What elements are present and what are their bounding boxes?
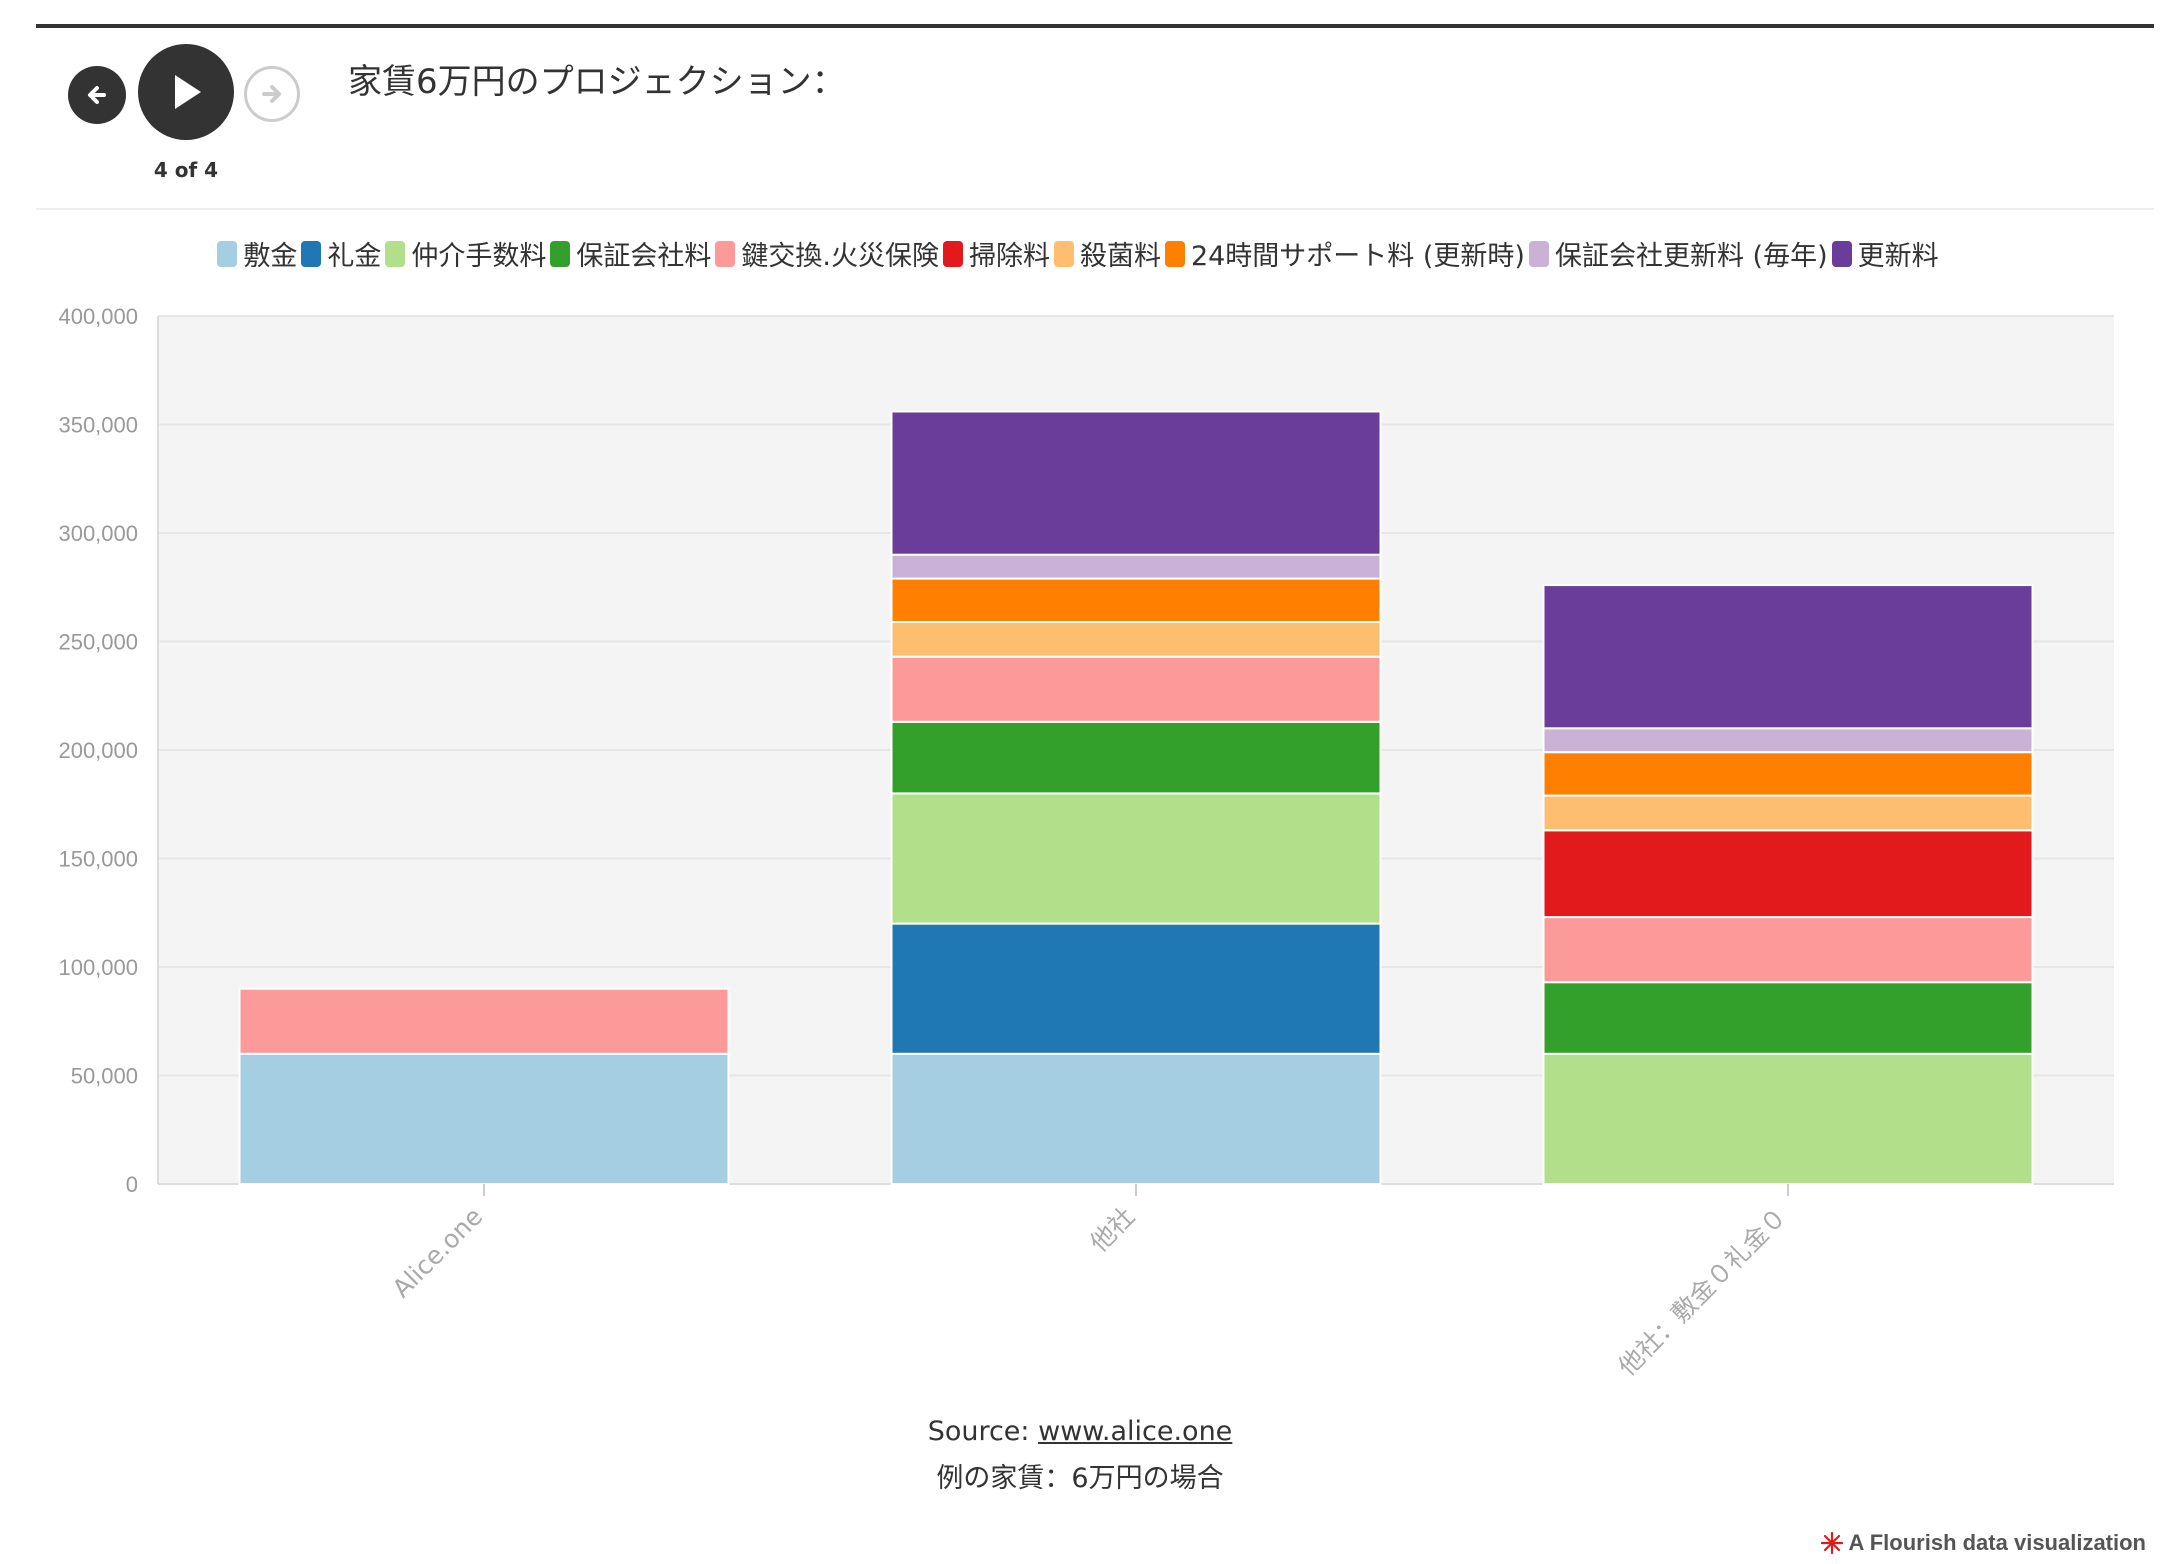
header-divider: [36, 208, 2154, 210]
legend-swatch: [301, 240, 322, 267]
legend-label: 敷金: [243, 241, 298, 272]
legend-swatch: [715, 240, 736, 267]
bar-segment: [1542, 916, 2034, 984]
legend-item[interactable]: 更新料: [1831, 234, 1939, 273]
bar-segment: [890, 1052, 1382, 1186]
x-tick-label: Alice.one: [387, 1202, 489, 1304]
legend-swatch: [217, 240, 238, 267]
bar-segment: [890, 553, 1382, 580]
y-tick-label: 250,000: [58, 630, 138, 655]
page-title: 家賃6万円のプロジェクション：: [348, 62, 846, 102]
legend-swatch: [1528, 240, 1549, 267]
bar-segment: [238, 987, 730, 1055]
source-link[interactable]: www.alice.one: [1038, 1416, 1233, 1447]
y-tick-label: 50,000: [71, 1064, 138, 1089]
x-tick-label: 他社：敷金０礼金０: [1613, 1202, 1793, 1382]
legend-label: 24時間サポート料 (更新時): [1190, 241, 1525, 272]
y-tick-label: 400,000: [58, 304, 138, 329]
legend-item[interactable]: 保証会社更新料 (毎年): [1528, 234, 1828, 273]
y-tick-label: 300,000: [58, 521, 138, 546]
legend-item[interactable]: 仲介手数料: [385, 234, 546, 273]
legend-swatch: [1831, 240, 1852, 267]
flourish-logo-icon: [1820, 1532, 1843, 1554]
bar-segment: [890, 410, 1382, 556]
y-tick-label: 100,000: [58, 955, 138, 980]
x-tick-label: 他社: [1084, 1202, 1140, 1258]
y-tick-label: 200,000: [58, 738, 138, 763]
legend-item[interactable]: 礼金: [301, 234, 381, 273]
stacked-bar-chart: 0 50,000 100,000 150,000 200,000 250,000 300,0…: [58, 304, 2114, 1382]
story-header: 4 of 4 家賃6万円のプロジェクション：: [36, 30, 2154, 208]
bar-segment: [1542, 584, 2034, 730]
legend-label: 鍵交換.火災保険: [741, 241, 939, 272]
bar-segment: [1542, 751, 2034, 797]
bar-segment: [890, 922, 1382, 1055]
legend-item[interactable]: 掃除料: [942, 234, 1050, 273]
legend-label: 殺菌料: [1079, 241, 1161, 272]
legend-label: 保証会社料: [576, 241, 712, 272]
chart-legend: 敷金 礼金 仲介手数料 保証会社料 鍵交換.火災保険 掃除料 殺菌料 24時間サポート料 (更…: [0, 234, 2160, 273]
legend-item[interactable]: 敷金: [217, 234, 297, 273]
legend-item[interactable]: 24時間サポート料 (更新時): [1164, 234, 1525, 273]
legend-item[interactable]: 殺菌料: [1053, 234, 1161, 273]
source-line: Source: www.alice.one: [0, 1416, 2160, 1447]
bar-segment: [890, 620, 1382, 658]
legend-item[interactable]: 保証会社料: [550, 234, 711, 273]
y-tick-label: 150,000: [58, 847, 138, 872]
play-icon: [175, 75, 201, 109]
legend-swatch: [385, 240, 406, 267]
bar-segment: [1542, 829, 2034, 919]
bar-segment: [890, 577, 1382, 623]
arrow-right-icon: [262, 85, 281, 103]
bar-segment: [890, 720, 1382, 795]
play-button[interactable]: [138, 44, 234, 140]
footer-note: 例の家賃：6万円の場合: [936, 1463, 1224, 1494]
bar-segment: [1542, 727, 2034, 754]
legend-swatch: [550, 240, 571, 267]
legend-label: 保証会社更新料 (毎年): [1554, 241, 1828, 272]
legend-swatch: [1053, 240, 1074, 267]
legend-swatch: [1164, 240, 1185, 267]
bar-segment: [1542, 794, 2034, 832]
y-tick-label: 350,000: [58, 413, 138, 438]
previous-step-button[interactable]: [68, 66, 126, 124]
bar-segment: [1542, 1052, 2034, 1186]
flourish-credit[interactable]: A Flourish data visualization: [1820, 1530, 2146, 1556]
legend-label: 仲介手数料: [411, 241, 547, 272]
arrow-left-icon: [88, 86, 106, 104]
flourish-credit-label: A Flourish data visualization: [1848, 1530, 2146, 1555]
bar-segment: [238, 1052, 730, 1186]
legend-label: 礼金: [327, 241, 382, 272]
next-step-button[interactable]: [244, 66, 300, 122]
step-counter: 4 of 4: [153, 158, 219, 182]
source-prefix: Source:: [927, 1416, 1039, 1447]
bar-segment: [1542, 981, 2034, 1055]
legend-swatch: [942, 240, 963, 267]
bar-segment: [890, 792, 1382, 925]
legend-label: 掃除料: [968, 241, 1050, 272]
bar-segment: [890, 655, 1382, 723]
legend-label: 更新料: [1857, 241, 1939, 272]
y-tick-label: 0: [126, 1172, 138, 1197]
legend-item[interactable]: 鍵交換.火災保険: [715, 234, 939, 273]
top-rule: [36, 24, 2154, 28]
